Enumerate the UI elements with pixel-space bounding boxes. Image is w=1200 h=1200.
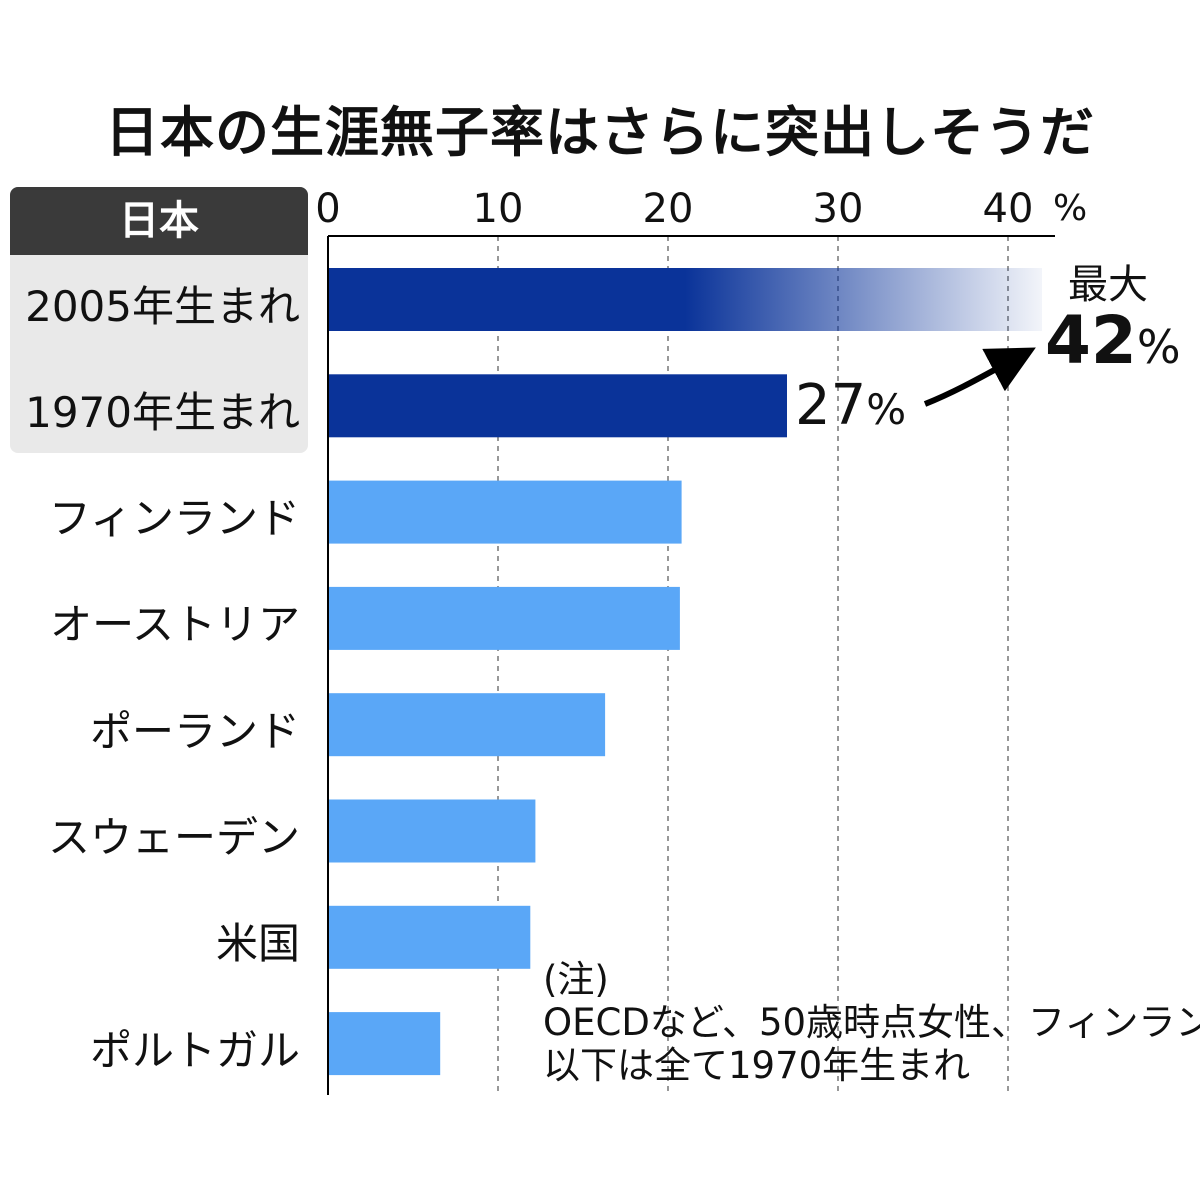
bar-1 (328, 374, 787, 438)
category-label: 1970年生まれ (25, 387, 300, 437)
category-label: ポーランド (89, 706, 300, 756)
japan-group-box: 日本 (10, 187, 308, 453)
max-value-unit: % (1136, 320, 1181, 374)
x-tick-label: 30 (813, 186, 864, 232)
bar-3 (328, 586, 680, 650)
category-label: 2005年生まれ (25, 281, 300, 331)
x-axis-unit: % (1053, 188, 1087, 229)
x-tick-label: 20 (643, 186, 694, 232)
japan-group-header: 日本 (10, 187, 308, 255)
max-annotation-label: 最大 (1068, 262, 1148, 308)
x-tick-label: 10 (473, 186, 524, 232)
bar-2 (328, 480, 682, 544)
bar-4 (328, 693, 606, 757)
chart-note: (注) OECDなど、50歳時点女性、フィンランド 以下は全て1970年生まれ (543, 958, 1200, 1087)
category-label: フィンランド (48, 494, 300, 544)
category-label: スウェーデン (47, 813, 300, 862)
x-tick-label: 40 (983, 186, 1034, 232)
note-line-1: (注) (543, 958, 609, 1001)
note-line-3: 以下は全て1970年生まれ (543, 1044, 971, 1087)
note-line-2: OECDなど、50歳時点女性、フィンランド (543, 1001, 1200, 1044)
bar-6 (328, 905, 531, 969)
max-annotation-value: 42% (1045, 302, 1181, 379)
chart-title: 日本の生涯無子率はさらに突出しそうだ (105, 101, 1095, 164)
value-1970-unit: % (866, 385, 907, 434)
category-label: 米国 (215, 919, 300, 969)
bar-7 (328, 1012, 441, 1076)
value-1970-number: 27 (795, 373, 867, 438)
max-value-number: 42 (1045, 302, 1137, 379)
trend-arrow (923, 347, 1036, 407)
value-1970-annotation: 27% (795, 373, 906, 438)
category-label: ポルトガル (89, 1025, 300, 1075)
bar-5 (328, 799, 536, 863)
category-label: オーストリア (50, 600, 300, 650)
bar-0 (328, 268, 1042, 331)
x-tick-label: 0 (315, 186, 340, 232)
